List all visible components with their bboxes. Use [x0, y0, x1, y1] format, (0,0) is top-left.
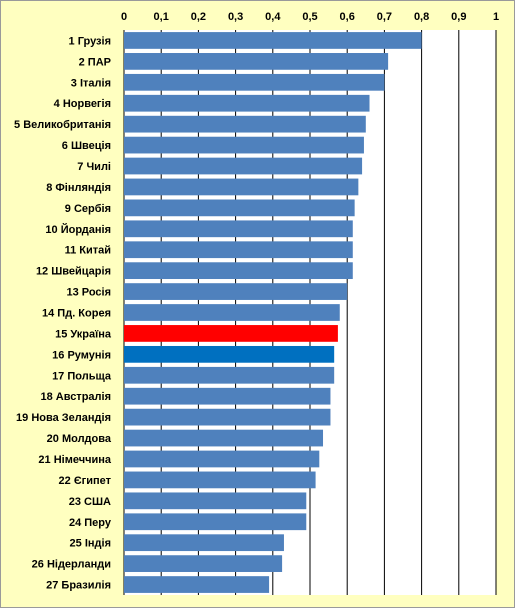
bar — [124, 53, 389, 70]
bar — [124, 94, 370, 112]
category-label: 1 Грузія — [69, 35, 111, 47]
category-label: 22 Єгипет — [59, 475, 112, 487]
category-label: 21 Німеччина — [38, 454, 111, 466]
bars — [124, 32, 422, 593]
x-axis-ticks: 0 0,1 0,2 0,3 0,4 0,5 0,6 0,7 0,8 0,9 1 — [121, 11, 499, 23]
category-label: 4 Норвегія — [54, 98, 111, 110]
x-tick-label: 0,4 — [265, 11, 281, 23]
category-label: 20 Молдова — [47, 433, 112, 445]
bar — [124, 262, 353, 280]
x-tick-label: 0,9 — [451, 11, 466, 23]
bar — [124, 304, 340, 321]
x-tick-label: 0,7 — [377, 11, 392, 23]
bar — [124, 555, 283, 572]
category-label: 26 Нідерланди — [32, 559, 111, 571]
category-label: 14 Пд. Корея — [42, 308, 111, 320]
bar — [124, 513, 307, 531]
category-label: 25 Індія — [70, 538, 111, 550]
bar — [124, 492, 307, 510]
bar — [124, 241, 353, 259]
bar — [124, 471, 316, 489]
category-label: 12 Швейцарія — [36, 266, 111, 278]
bar — [124, 136, 364, 154]
category-label: 10 Йорданія — [45, 223, 111, 236]
category-label: 16 Румунія — [52, 349, 111, 361]
bar — [124, 387, 331, 405]
bar — [124, 534, 284, 552]
bar — [124, 429, 324, 447]
x-tick-label: 1 — [493, 11, 499, 23]
category-label: 19 Нова Зеландія — [16, 412, 111, 424]
bar — [124, 325, 338, 342]
category-label: 13 Росія — [66, 287, 111, 299]
x-tick-label: 0,1 — [154, 11, 169, 23]
bar — [124, 450, 320, 468]
category-label: 15 Україна — [55, 328, 112, 340]
x-tick-label: 0,8 — [414, 11, 429, 23]
bar — [124, 115, 366, 133]
bar — [124, 32, 422, 49]
x-tick-label: 0,5 — [302, 11, 317, 23]
x-tick-label: 0 — [121, 11, 127, 23]
x-tick-label: 0,3 — [228, 11, 243, 23]
x-tick-label: 0,6 — [340, 11, 355, 23]
category-label: 6 Швеція — [62, 140, 111, 152]
bar — [124, 366, 335, 384]
category-label: 9 Сербія — [65, 203, 111, 215]
bar — [124, 220, 353, 238]
category-label: 24 Перу — [69, 517, 112, 529]
bar — [124, 408, 331, 426]
category-label: 18 Австралія — [40, 391, 111, 403]
bar — [124, 576, 270, 593]
category-label: 8 Фінляндія — [46, 182, 111, 194]
category-label: 2 ПАР — [79, 56, 111, 68]
category-label: 3 Італія — [71, 77, 111, 89]
category-label: 27 Бразилія — [46, 580, 111, 592]
category-label: 7 Чилі — [77, 161, 111, 173]
bar — [124, 178, 359, 196]
x-tick-label: 0,2 — [191, 11, 206, 23]
bar — [124, 73, 385, 91]
bar — [124, 199, 355, 217]
category-label: 23 США — [69, 496, 111, 508]
bar — [124, 157, 363, 175]
bar — [124, 345, 335, 363]
category-labels: 1 Грузія 2 ПАР 3 Італія 4 Норвегія 5 Великоб… — [14, 35, 112, 591]
category-label: 11 Китай — [65, 245, 111, 257]
bar — [124, 283, 348, 300]
category-label: 17 Польща — [52, 370, 112, 382]
category-label: 5 Великобританія — [14, 119, 111, 131]
